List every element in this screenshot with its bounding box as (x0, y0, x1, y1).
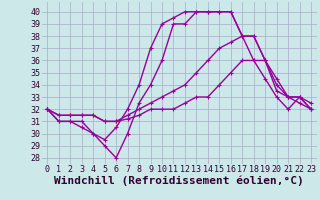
X-axis label: Windchill (Refroidissement éolien,°C): Windchill (Refroidissement éolien,°C) (54, 176, 304, 186)
